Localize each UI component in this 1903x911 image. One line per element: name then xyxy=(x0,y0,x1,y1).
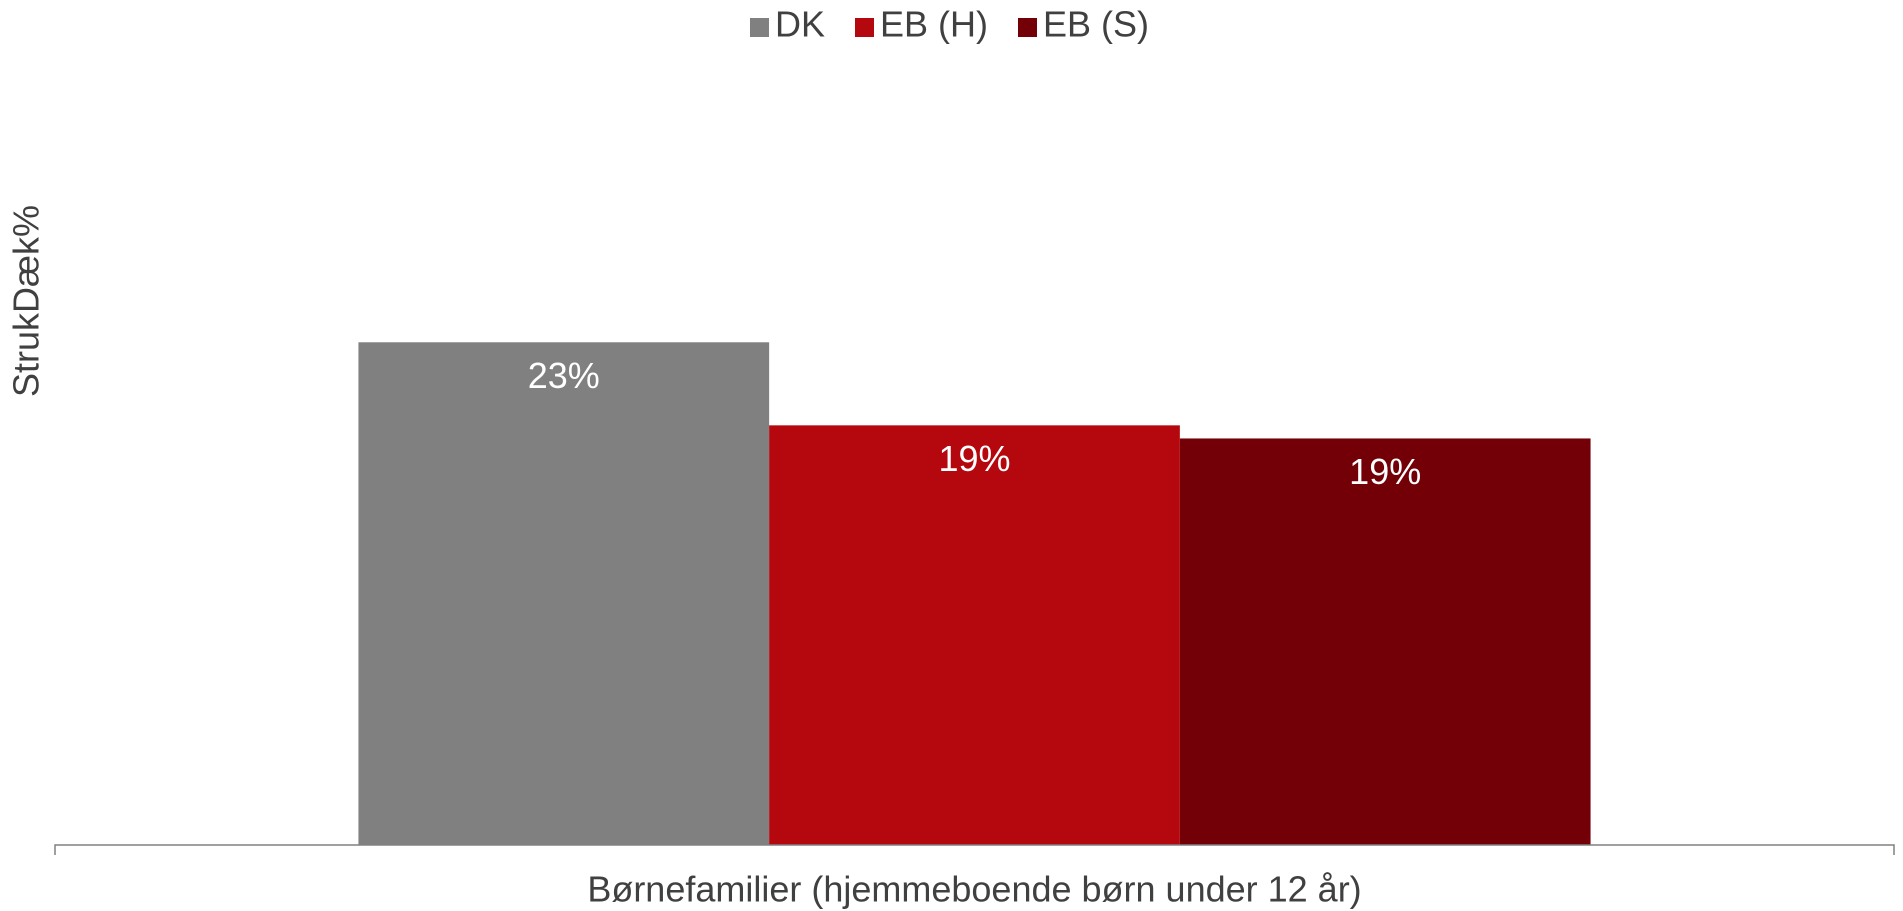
x-tick-label: Børnefamilier (hjemmeboende børn under 1… xyxy=(587,869,1361,910)
bar xyxy=(358,342,770,845)
data-label: 19% xyxy=(938,438,1010,479)
legend-swatch xyxy=(855,18,874,37)
bar xyxy=(769,425,1180,845)
legend-label: EB (H) xyxy=(880,4,988,45)
legend-label: EB (S) xyxy=(1043,4,1149,45)
y-axis-label: StrukDæk% xyxy=(6,205,47,397)
legend-swatch xyxy=(749,18,769,37)
x-axis-line xyxy=(54,844,1895,855)
legend-swatch xyxy=(1018,18,1037,37)
legend: DK EB (H) EB (S) xyxy=(749,4,1149,45)
bar xyxy=(1179,438,1591,845)
legend-label: DK xyxy=(775,4,825,45)
data-label: 19% xyxy=(1349,451,1421,492)
data-label: 23% xyxy=(528,355,600,396)
